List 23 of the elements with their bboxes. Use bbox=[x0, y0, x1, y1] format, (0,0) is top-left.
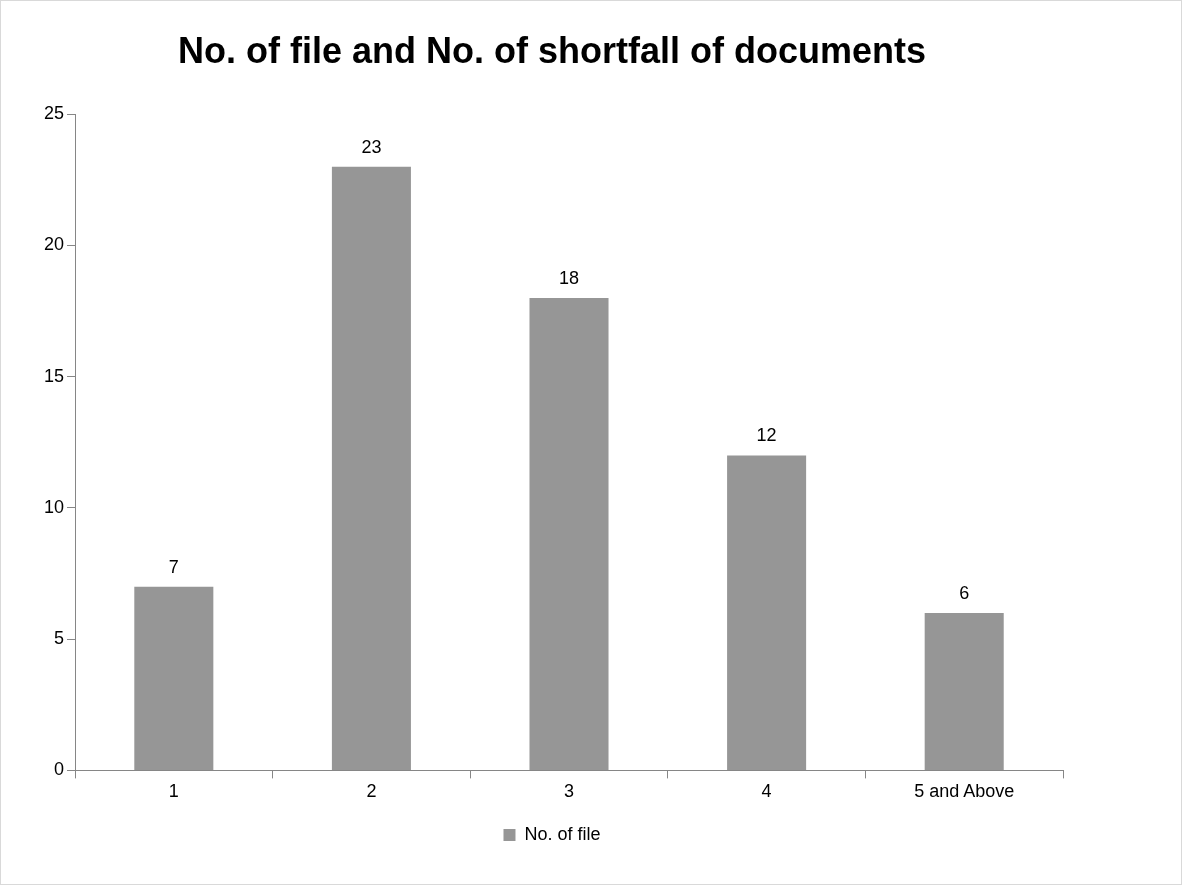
data-label: 6 bbox=[959, 582, 970, 603]
bar bbox=[134, 586, 214, 770]
legend-label: No. of file bbox=[524, 823, 601, 844]
data-label: 7 bbox=[168, 556, 179, 577]
data-label: 18 bbox=[559, 267, 580, 288]
y-tick-label: 20 bbox=[43, 234, 65, 255]
bar bbox=[924, 612, 1004, 770]
x-tick-label: 5 and Above bbox=[914, 781, 1015, 802]
bar bbox=[529, 297, 609, 770]
x-tick-label: 1 bbox=[168, 781, 179, 802]
x-tick-label: 4 bbox=[761, 781, 772, 802]
bar bbox=[331, 166, 411, 770]
y-tick-label: 25 bbox=[43, 103, 65, 124]
y-tick-label: 5 bbox=[54, 628, 65, 649]
y-tick-label: 10 bbox=[43, 496, 65, 517]
x-tick-label: 2 bbox=[366, 781, 377, 802]
data-label: 12 bbox=[756, 425, 777, 446]
chart-title: No. of file and No. of shortfall of documents bbox=[178, 29, 926, 71]
y-tick-label: 0 bbox=[54, 759, 65, 780]
data-label: 23 bbox=[361, 136, 382, 157]
x-tick-label: 3 bbox=[564, 781, 575, 802]
y-tick-label: 15 bbox=[43, 365, 65, 386]
bar bbox=[727, 455, 807, 770]
